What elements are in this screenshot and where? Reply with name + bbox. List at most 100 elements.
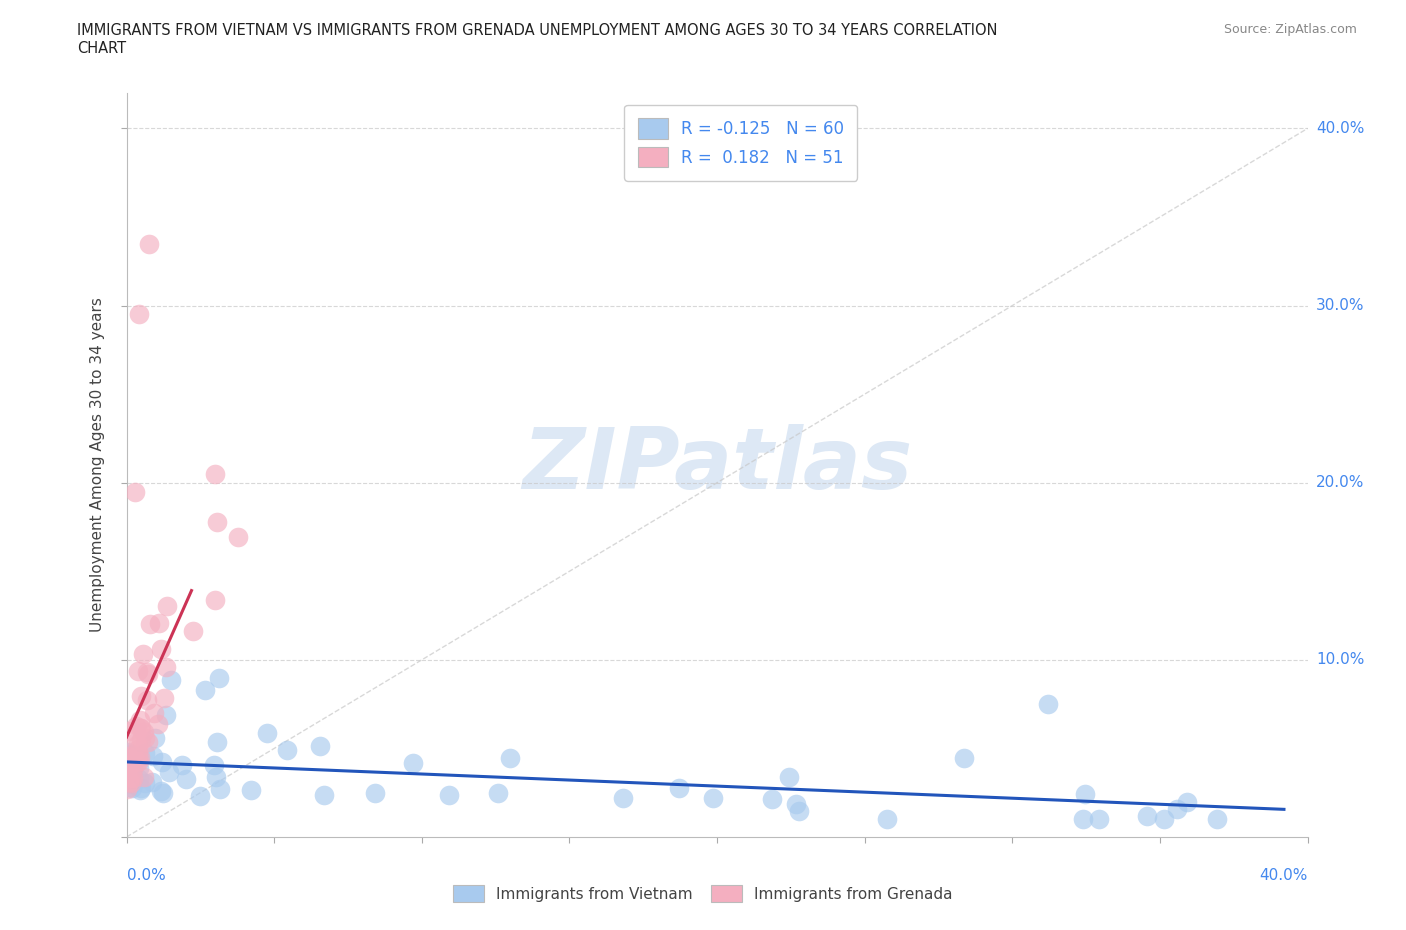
Point — [117, 749, 139, 764]
Point — [1177, 794, 1199, 809]
Legend: Immigrants from Vietnam, Immigrants from Grenada: Immigrants from Vietnam, Immigrants from… — [447, 879, 959, 909]
Point — [138, 236, 160, 251]
Text: ZIPatlas: ZIPatlas — [522, 423, 912, 507]
Point — [153, 690, 176, 705]
Point — [128, 782, 150, 797]
Point — [1038, 696, 1060, 711]
Point — [136, 667, 159, 682]
Point — [155, 599, 177, 614]
Point — [1088, 812, 1111, 827]
Point — [118, 774, 141, 789]
Point — [159, 764, 181, 779]
Point — [486, 786, 509, 801]
Point — [1205, 812, 1227, 827]
Point — [115, 767, 138, 782]
Point — [127, 663, 149, 678]
Point — [141, 775, 163, 790]
Point — [127, 737, 149, 751]
Point — [127, 747, 149, 762]
Point — [143, 731, 166, 746]
Point — [121, 780, 143, 795]
Point — [125, 718, 148, 733]
Point — [256, 725, 278, 740]
Point — [402, 755, 425, 770]
Point — [139, 617, 162, 631]
Point — [1071, 812, 1094, 827]
Point — [149, 783, 172, 798]
Point — [118, 755, 141, 770]
Point — [134, 775, 156, 790]
Point — [276, 743, 298, 758]
Point — [135, 664, 157, 679]
Point — [117, 782, 139, 797]
Point — [129, 750, 152, 764]
Point — [364, 786, 387, 801]
Point — [120, 776, 142, 790]
Point — [120, 756, 142, 771]
Point — [128, 754, 150, 769]
Point — [115, 745, 138, 760]
Point — [148, 717, 170, 732]
Point — [129, 721, 152, 736]
Point — [120, 774, 142, 789]
Text: 0.0%: 0.0% — [127, 868, 166, 883]
Point — [118, 751, 141, 765]
Point — [134, 746, 156, 761]
Point — [160, 672, 183, 687]
Text: 20.0%: 20.0% — [1316, 475, 1364, 490]
Point — [148, 616, 170, 631]
Point — [876, 812, 898, 827]
Point — [142, 749, 165, 764]
Point — [129, 780, 152, 795]
Point — [174, 771, 197, 786]
Point — [155, 707, 177, 722]
Point — [124, 485, 146, 499]
Text: 40.0%: 40.0% — [1316, 121, 1364, 136]
Point — [204, 769, 226, 784]
Y-axis label: Unemployment Among Ages 30 to 34 years: Unemployment Among Ages 30 to 34 years — [90, 298, 105, 632]
Point — [127, 742, 149, 757]
Point — [129, 733, 152, 748]
Point — [134, 724, 156, 739]
Point — [668, 781, 690, 796]
Point — [132, 647, 155, 662]
Point — [208, 671, 231, 685]
Point — [952, 751, 974, 765]
Point — [1074, 786, 1097, 801]
Point — [118, 780, 141, 795]
Point — [205, 515, 228, 530]
Point — [761, 792, 783, 807]
Legend: R = -0.125   N = 60, R =  0.182   N = 51: R = -0.125 N = 60, R = 0.182 N = 51 — [624, 105, 858, 180]
Point — [150, 754, 173, 769]
Point — [134, 730, 156, 745]
Point — [1153, 812, 1175, 827]
Point — [117, 757, 139, 772]
Point — [312, 788, 335, 803]
Point — [121, 762, 143, 777]
Point — [785, 796, 807, 811]
Point — [209, 781, 232, 796]
Point — [702, 790, 724, 805]
Point — [155, 659, 177, 674]
Point — [128, 772, 150, 787]
Point — [117, 747, 139, 762]
Text: 30.0%: 30.0% — [1316, 299, 1364, 313]
Point — [778, 770, 800, 785]
Point — [205, 735, 228, 750]
Point — [499, 751, 522, 766]
Point — [152, 786, 174, 801]
Point — [127, 754, 149, 769]
Point — [240, 783, 263, 798]
Point — [170, 758, 193, 773]
Point — [202, 757, 225, 772]
Text: 40.0%: 40.0% — [1260, 868, 1308, 883]
Point — [129, 712, 152, 727]
Point — [121, 765, 143, 780]
Point — [128, 761, 150, 776]
Point — [129, 721, 152, 736]
Point — [188, 789, 211, 804]
Text: 10.0%: 10.0% — [1316, 652, 1364, 668]
Point — [121, 777, 143, 791]
Point — [128, 307, 150, 322]
Point — [1136, 808, 1159, 823]
